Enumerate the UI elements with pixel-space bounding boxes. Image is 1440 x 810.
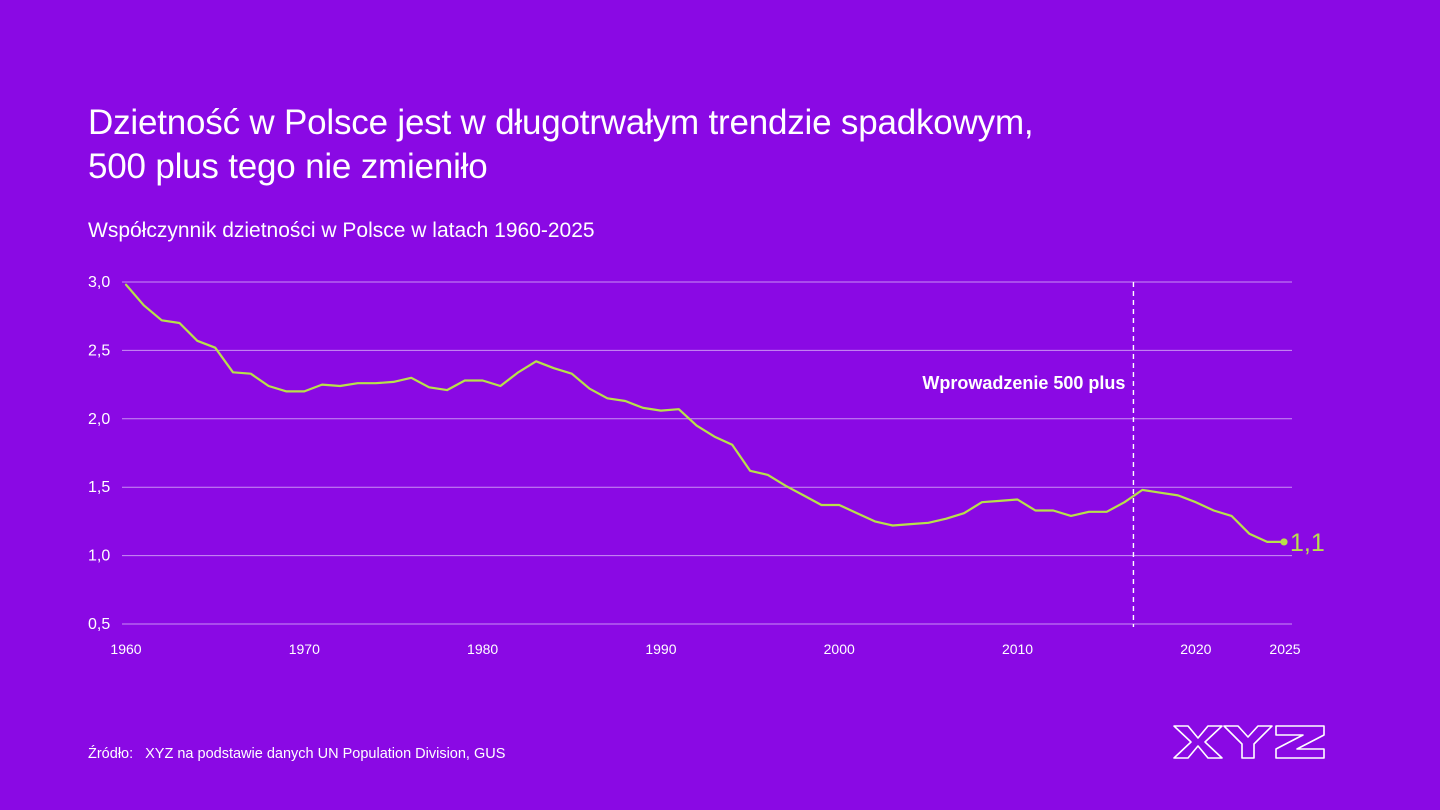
- series-layer: 1,1: [124, 283, 1325, 557]
- reform-marker-label: Wprowadzenie 500 plus: [922, 373, 1125, 393]
- y-tick-label: 1,0: [88, 548, 110, 565]
- x-tick-label: 2010: [1002, 641, 1033, 657]
- y-tick-label: 3,0: [88, 274, 110, 291]
- x-tick-label: 1970: [289, 641, 320, 657]
- x-tick-label: 2020: [1180, 641, 1211, 657]
- grid-layer: [122, 281, 1292, 625]
- x-tick-label: 1980: [467, 641, 498, 657]
- y-tick-label: 0,5: [88, 616, 110, 633]
- chart-subtitle: Współczynnik dzietności w Polsce w latac…: [88, 219, 595, 242]
- y-tick-label: 2,0: [88, 411, 110, 428]
- chart-title: Dzietność w Polsce jest w długotrwałym t…: [88, 101, 1188, 189]
- x-tick-label: 2000: [824, 641, 855, 657]
- chart-title-line-1: Dzietność w Polsce jest w długotrwałym t…: [88, 103, 1034, 142]
- chart-title-line-2: 500 plus tego nie zmieniło: [88, 147, 488, 186]
- xyz-logo-icon: [1173, 725, 1325, 759]
- source-label: Źródło:: [88, 746, 134, 762]
- x-axis: 1960 1970 1980 1990 2000 2010 2020 2025: [110, 641, 1300, 657]
- fertility-rate-line: [124, 283, 1287, 543]
- y-tick-label: 1,5: [88, 479, 110, 496]
- annotation-layer: Wprowadzenie 500 plus: [922, 282, 1135, 627]
- source-note: Źródło: XYZ na podstawie danych UN Popula…: [88, 745, 505, 763]
- x-tick-label: 2025: [1269, 641, 1300, 657]
- y-tick-label: 2,5: [88, 342, 110, 359]
- source-text: XYZ na podstawie danych UN Population Di…: [145, 746, 506, 762]
- end-value-label: 1,1: [1290, 529, 1325, 557]
- x-tick-label: 1990: [645, 641, 676, 657]
- y-axis: 0,5 1,0 1,5 2,0 2,5 3,0: [88, 274, 110, 633]
- x-tick-label: 1960: [110, 641, 141, 657]
- end-point-marker: [1280, 538, 1288, 546]
